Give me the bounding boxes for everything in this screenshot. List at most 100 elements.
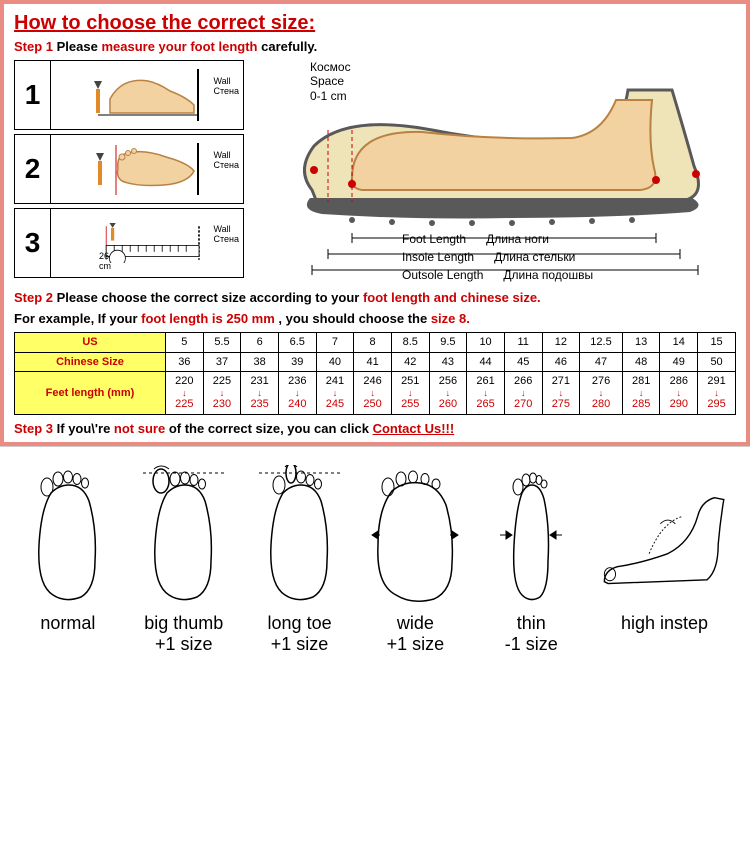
foot-wide-icon xyxy=(370,465,460,605)
size-guide-panel: How to choose the correct size: Step 1 P… xyxy=(0,0,750,446)
step2-example: For example, If your foot length is 250 … xyxy=(14,311,736,326)
cn-cell: 40 xyxy=(316,352,354,372)
foot-side-icon xyxy=(92,67,202,123)
outsole-length-ru: Длина подошвы xyxy=(503,266,593,284)
main-title: How to choose the correct size: xyxy=(14,12,736,35)
feet-cell: 236↓240 xyxy=(278,372,316,415)
cn-cell: 45 xyxy=(504,352,542,372)
ft-adj: +1 size xyxy=(126,634,241,655)
us-cell: 5.5 xyxy=(203,333,241,353)
foot-type-high-instep: high instep xyxy=(590,465,740,655)
foot-length-en: Foot Length xyxy=(402,230,466,248)
cn-cell: 49 xyxy=(660,352,698,372)
step3-label: Step 3 xyxy=(14,421,53,436)
feet-cell: 261↓265 xyxy=(467,372,505,415)
us-cell: 6 xyxy=(241,333,279,353)
step3-t2: of the correct size, you can click xyxy=(165,421,372,436)
step-number: 3 xyxy=(15,209,51,277)
step2-egred1: foot length is 250 mm xyxy=(141,311,275,326)
wall-label: Wall Стена xyxy=(213,225,239,245)
us-row: US55.566.5788.59.510111212.5131415 xyxy=(15,333,736,353)
measure-step-1: 1 Wall Стена xyxy=(14,60,244,130)
feet-cell: 251↓255 xyxy=(391,372,429,415)
wall-label: Wall Стена xyxy=(213,151,239,171)
cn-cell: 37 xyxy=(203,352,241,372)
cn-cell: 36 xyxy=(165,352,203,372)
feet-cell: 276↓280 xyxy=(580,372,623,415)
foot-type-big-thumb: big thumb +1 size xyxy=(126,465,241,655)
step2-eg2: , you should choose the xyxy=(275,311,431,326)
step3-t1: If you\'re xyxy=(57,421,114,436)
feet-cell: 220↓225 xyxy=(165,372,203,415)
measure-step-2: 2 Wall Стена xyxy=(14,134,244,204)
wall-label: Wall Стена xyxy=(213,77,239,97)
ft-adj: -1 size xyxy=(474,634,589,655)
us-cell: 11 xyxy=(504,333,542,353)
foot-thin-icon xyxy=(486,465,576,605)
shoe-diagram: Космос Space 0-1 cm xyxy=(252,60,736,280)
cn-cell: 44 xyxy=(467,352,505,372)
outsole-length-en: Outsole Length xyxy=(402,266,483,284)
foot-top-icon xyxy=(92,141,202,197)
wall-ru: Стена xyxy=(213,87,239,97)
cn-cell: 47 xyxy=(580,352,623,372)
step1-red: measure your foot length xyxy=(101,39,257,54)
feet-cell: 291↓295 xyxy=(698,372,736,415)
foot-types-row: normal big thumb +1 size long toe +1 siz… xyxy=(0,446,750,679)
foot-type-normal: normal xyxy=(10,465,125,655)
ruler-value: 26 cm xyxy=(99,251,111,271)
step2-illustration: Wall Стена xyxy=(51,135,243,203)
step3-line: Step 3 If you\'re not sure of the correc… xyxy=(14,421,736,436)
step2-egred2: size 8. xyxy=(431,311,470,326)
feet-cell: 271↓275 xyxy=(542,372,580,415)
size-table: US55.566.5788.59.510111212.5131415 Chine… xyxy=(14,332,736,415)
foot-longtoe-icon xyxy=(255,465,345,605)
ft-label: long toe xyxy=(242,614,357,634)
foot-type-wide: wide +1 size xyxy=(358,465,473,655)
us-header: US xyxy=(15,333,166,353)
cn-cell: 48 xyxy=(622,352,660,372)
ft-label: wide xyxy=(358,614,473,634)
us-cell: 12.5 xyxy=(580,333,623,353)
us-cell: 5 xyxy=(165,333,203,353)
cn-cell: 38 xyxy=(241,352,279,372)
foot-type-long-toe: long toe +1 size xyxy=(242,465,357,655)
step1-label: Step 1 xyxy=(14,39,53,54)
step1-t1: Please xyxy=(57,39,102,54)
us-cell: 10 xyxy=(467,333,505,353)
step2-t1: Please choose the correct size according… xyxy=(57,290,363,305)
step2-red: foot length and chinese size. xyxy=(363,290,541,305)
feet-cell: 246↓250 xyxy=(354,372,392,415)
cn-cell: 46 xyxy=(542,352,580,372)
foot-length-ru: Длина ноги xyxy=(486,230,549,248)
cn-header: Chinese Size xyxy=(15,352,166,372)
us-cell: 8 xyxy=(354,333,392,353)
us-cell: 15 xyxy=(698,333,736,353)
ft-label: high instep xyxy=(590,614,740,634)
length-labels: Foot Length Длина ноги Insole Length Длина… xyxy=(402,230,593,284)
step2-eg1: For example, If your xyxy=(14,311,141,326)
ft-label: thin xyxy=(474,614,589,634)
us-cell: 13 xyxy=(622,333,660,353)
feet-cell: 256↓260 xyxy=(429,372,467,415)
feet-cell: 286↓290 xyxy=(660,372,698,415)
ft-adj: +1 size xyxy=(242,634,357,655)
ft-label: normal xyxy=(10,614,125,634)
illustration-row: 1 Wall Стена 2 xyxy=(14,60,736,280)
cn-cell: 39 xyxy=(278,352,316,372)
contact-us-link[interactable]: Contact Us!!! xyxy=(373,421,455,436)
feet-cell: 225↓230 xyxy=(203,372,241,415)
cn-cell: 41 xyxy=(354,352,392,372)
wall-ru: Стена xyxy=(213,235,239,245)
foot-normal-icon xyxy=(23,465,113,605)
cn-cell: 50 xyxy=(698,352,736,372)
step3-red: not sure xyxy=(114,421,165,436)
ft-adj: +1 size xyxy=(358,634,473,655)
foot-bigthumb-icon xyxy=(139,465,229,605)
insole-length-ru: Длина стельки xyxy=(494,248,575,266)
step2-line: Step 2 Please choose the correct size ac… xyxy=(14,290,736,305)
feet-cell: 241↓245 xyxy=(316,372,354,415)
cn-cell: 43 xyxy=(429,352,467,372)
insole-length-en: Insole Length xyxy=(402,248,474,266)
step3-illustration: 26 cm Wall Стена xyxy=(51,209,243,277)
